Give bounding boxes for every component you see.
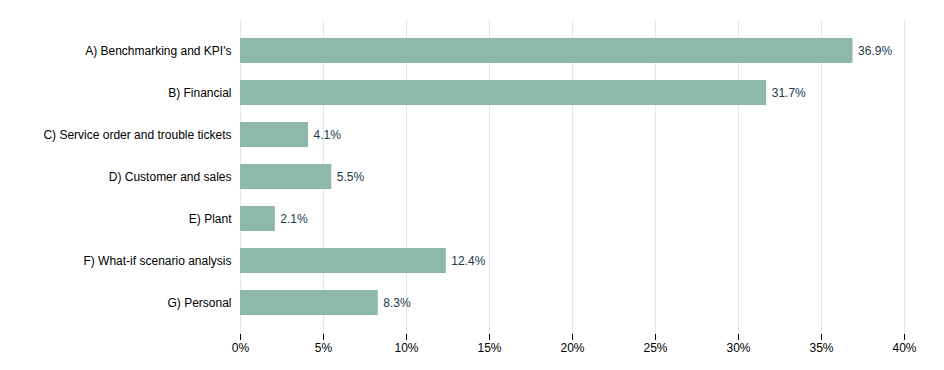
svg-text:31.7%: 31.7%: [772, 86, 806, 100]
svg-text:35%: 35%: [809, 341, 833, 355]
svg-text:25%: 25%: [643, 341, 667, 355]
svg-text:5.5%: 5.5%: [337, 170, 365, 184]
svg-text:8.3%: 8.3%: [383, 296, 411, 310]
svg-text:C) Service order and trouble t: C) Service order and trouble tickets: [43, 128, 231, 142]
svg-text:10%: 10%: [394, 341, 418, 355]
svg-text:B) Financial: B) Financial: [168, 86, 231, 100]
svg-text:15%: 15%: [477, 341, 501, 355]
svg-text:4.1%: 4.1%: [314, 128, 342, 142]
svg-text:12.4%: 12.4%: [451, 254, 485, 268]
svg-text:0%: 0%: [232, 341, 250, 355]
svg-text:A) Benchmarking and KPI's: A) Benchmarking and KPI's: [85, 44, 231, 58]
svg-text:G) Personal: G) Personal: [167, 296, 231, 310]
svg-text:F) What-if scenario analysis: F) What-if scenario analysis: [83, 254, 231, 268]
svg-text:2.1%: 2.1%: [280, 212, 308, 226]
svg-text:40%: 40%: [892, 341, 916, 355]
svg-text:D) Customer and sales: D) Customer and sales: [109, 170, 232, 184]
svg-text:20%: 20%: [560, 341, 584, 355]
svg-text:36.9%: 36.9%: [858, 44, 892, 58]
svg-text:30%: 30%: [726, 341, 750, 355]
svg-text:5%: 5%: [315, 341, 333, 355]
svg-text:E) Plant: E) Plant: [189, 212, 232, 226]
